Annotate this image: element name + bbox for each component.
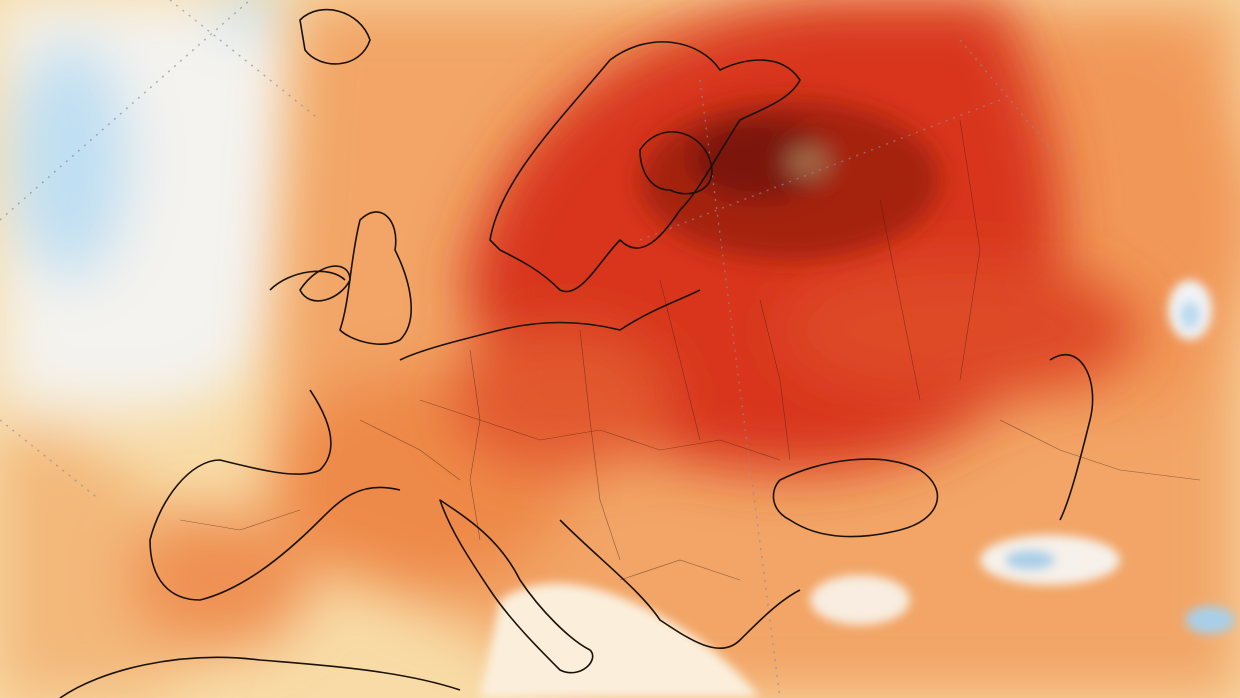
black-sea-coast xyxy=(772,458,939,538)
extreme-region xyxy=(640,100,940,260)
italy-coast xyxy=(439,499,594,674)
cool-region xyxy=(0,0,296,698)
north-coast xyxy=(399,289,701,361)
borders xyxy=(179,119,1201,581)
iberia-coast xyxy=(149,389,401,601)
britain-coast xyxy=(339,211,412,345)
svalbard-coast xyxy=(299,8,371,65)
balkan-coast xyxy=(559,519,801,650)
africa-coast xyxy=(59,656,461,698)
scandinavia-coast xyxy=(489,41,801,293)
mediterranean xyxy=(480,280,1235,698)
iceland-coast xyxy=(269,270,346,291)
graticule xyxy=(0,0,1061,698)
gulf-bothnia xyxy=(639,131,713,195)
caspian-coast xyxy=(1049,353,1094,521)
coastlines xyxy=(59,8,1094,698)
